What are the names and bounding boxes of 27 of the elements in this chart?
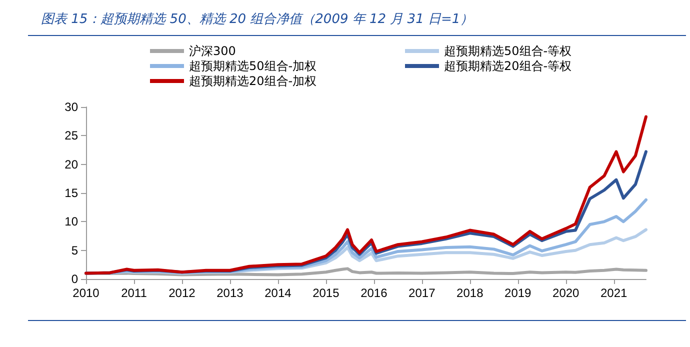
y-tick-label: 30 bbox=[64, 100, 78, 114]
x-tick-label: 2016 bbox=[360, 286, 388, 300]
y-tick-label: 15 bbox=[64, 186, 78, 200]
x-tick-label: 2018 bbox=[456, 286, 484, 300]
x-tick-label: 2021 bbox=[600, 286, 628, 300]
legend-label: 沪深300 bbox=[189, 44, 236, 58]
x-tick-label: 2010 bbox=[72, 286, 100, 300]
chart-title: 图表 15：超预期精选 50、精选 20 组合净值（2009 年 12 月 31 日=1） bbox=[41, 12, 474, 27]
y-tick-label: 0 bbox=[71, 272, 78, 286]
x-tick-label: 2011 bbox=[121, 286, 148, 300]
y-tick-label: 10 bbox=[64, 214, 78, 229]
legend-label: 超预期精选20组合-加权 bbox=[189, 74, 317, 88]
legend-label: 超预期精选20组合-等权 bbox=[444, 59, 572, 73]
x-tick-label: 2013 bbox=[216, 286, 244, 300]
x-tick-label: 2015 bbox=[312, 286, 340, 300]
y-tick-label: 5 bbox=[71, 243, 78, 258]
x-tick-label: 2012 bbox=[168, 286, 196, 300]
x-tick-label: 2019 bbox=[504, 286, 532, 300]
line-series bbox=[84, 267, 648, 276]
line-series bbox=[84, 115, 648, 275]
y-tick-label: 25 bbox=[64, 128, 78, 143]
legend-label: 超预期精选50组合-加权 bbox=[189, 59, 317, 73]
x-tick-label: 2014 bbox=[264, 286, 292, 300]
y-tick-label: 20 bbox=[64, 157, 78, 172]
x-tick-label: 2017 bbox=[408, 286, 436, 300]
legend-label: 超预期精选50组合-等权 bbox=[444, 44, 572, 58]
x-tick-label: 2020 bbox=[552, 286, 580, 300]
